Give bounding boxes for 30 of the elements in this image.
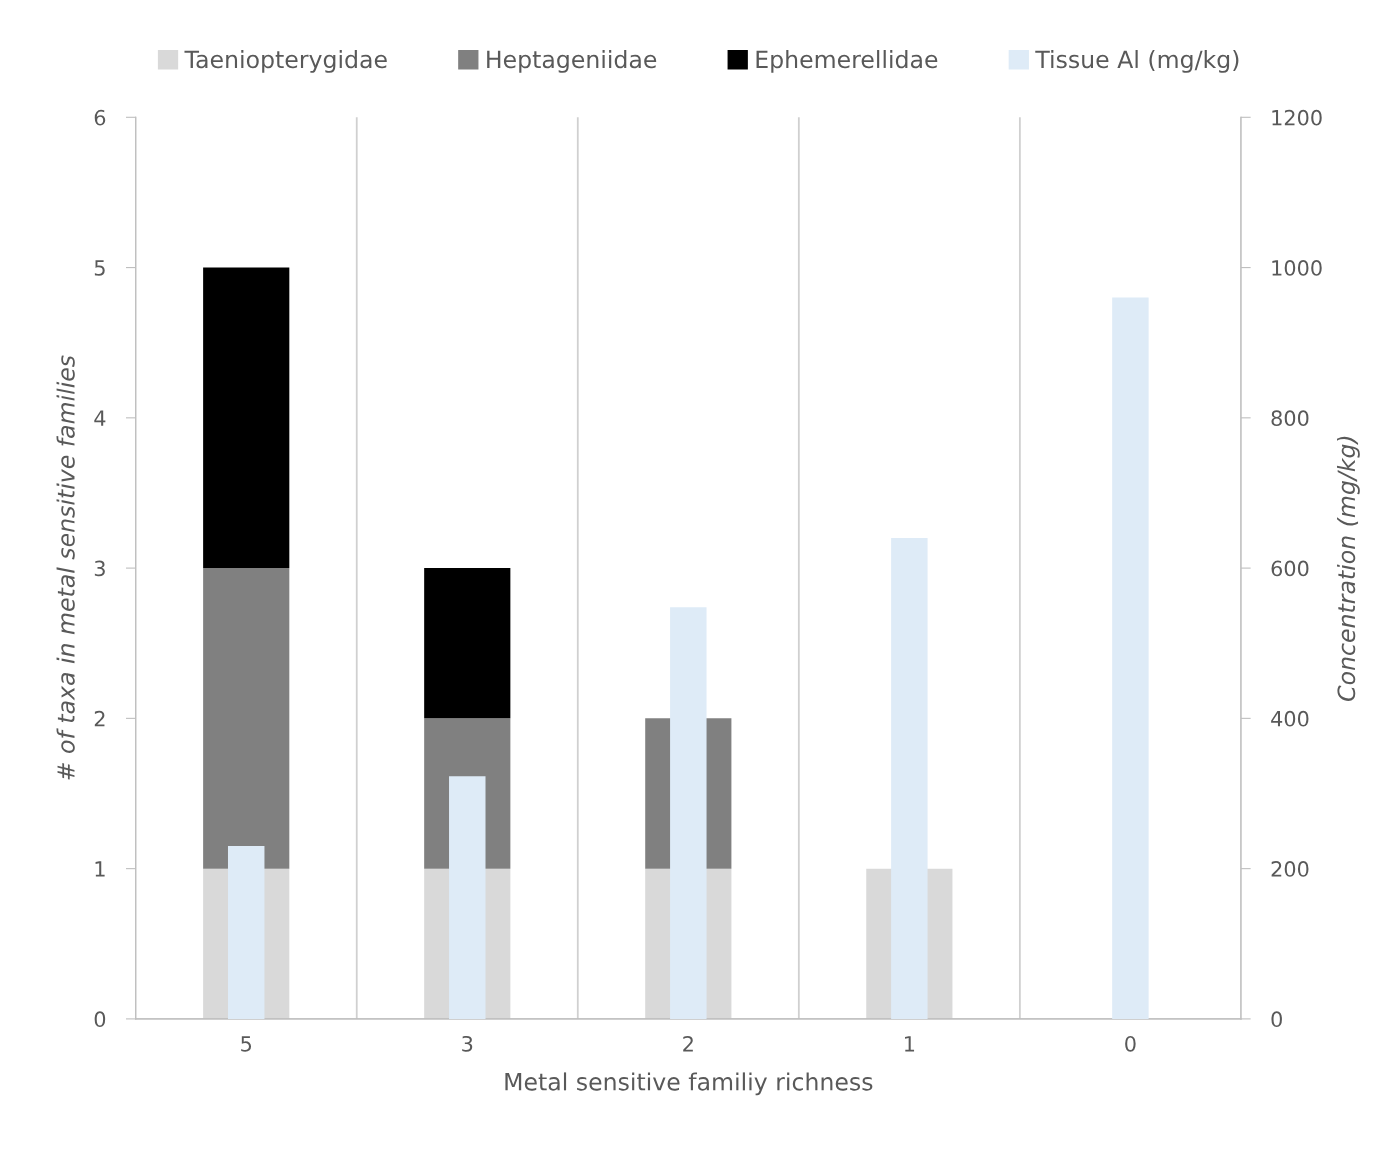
legend-label: Heptageniidae bbox=[487, 50, 657, 73]
bar bbox=[203, 568, 290, 869]
bar bbox=[203, 267, 290, 569]
x-tick-label: 0 bbox=[1125, 1035, 1136, 1052]
x-axis-title: Metal sensitive familiy richness bbox=[505, 1072, 873, 1096]
y-tick-label: 2 bbox=[94, 710, 105, 727]
legend-label: Taeniopterygidae bbox=[184, 50, 387, 73]
bar bbox=[1112, 297, 1149, 1019]
legend-label: Tissue Al (mg/kg) bbox=[1035, 50, 1239, 73]
bar bbox=[424, 568, 511, 719]
legend-label: Ephemerellidae bbox=[756, 50, 938, 73]
x-tick-label: 5 bbox=[241, 1036, 252, 1052]
y2-tick-label: 200 bbox=[1271, 861, 1309, 877]
y-tick-label: 6 bbox=[94, 109, 106, 126]
x-tick-label: 1 bbox=[905, 1036, 915, 1052]
y2-tick-label: 600 bbox=[1271, 560, 1309, 577]
y2-tick-label: 1000 bbox=[1272, 260, 1322, 276]
y-tick-label: 3 bbox=[94, 560, 105, 577]
y2-tick-label: 400 bbox=[1271, 710, 1309, 727]
y-tick-label: 4 bbox=[94, 410, 106, 426]
y2-tick-label: 1200 bbox=[1272, 109, 1322, 126]
y-axis-title: # of taxa in metal sensitive families bbox=[56, 355, 75, 780]
y2-tick-label: 800 bbox=[1271, 410, 1309, 427]
y2-axis-title: Concentration (mg/kg) bbox=[1336, 436, 1360, 701]
y-tick-label: 0 bbox=[94, 1011, 106, 1028]
x-tick-label: 3 bbox=[462, 1035, 473, 1052]
x-tick-label: 2 bbox=[683, 1035, 693, 1052]
y-tick-label: 1 bbox=[95, 861, 105, 877]
y2-tick-label: 0 bbox=[1271, 1011, 1282, 1028]
y-tick-label: 5 bbox=[94, 260, 105, 276]
